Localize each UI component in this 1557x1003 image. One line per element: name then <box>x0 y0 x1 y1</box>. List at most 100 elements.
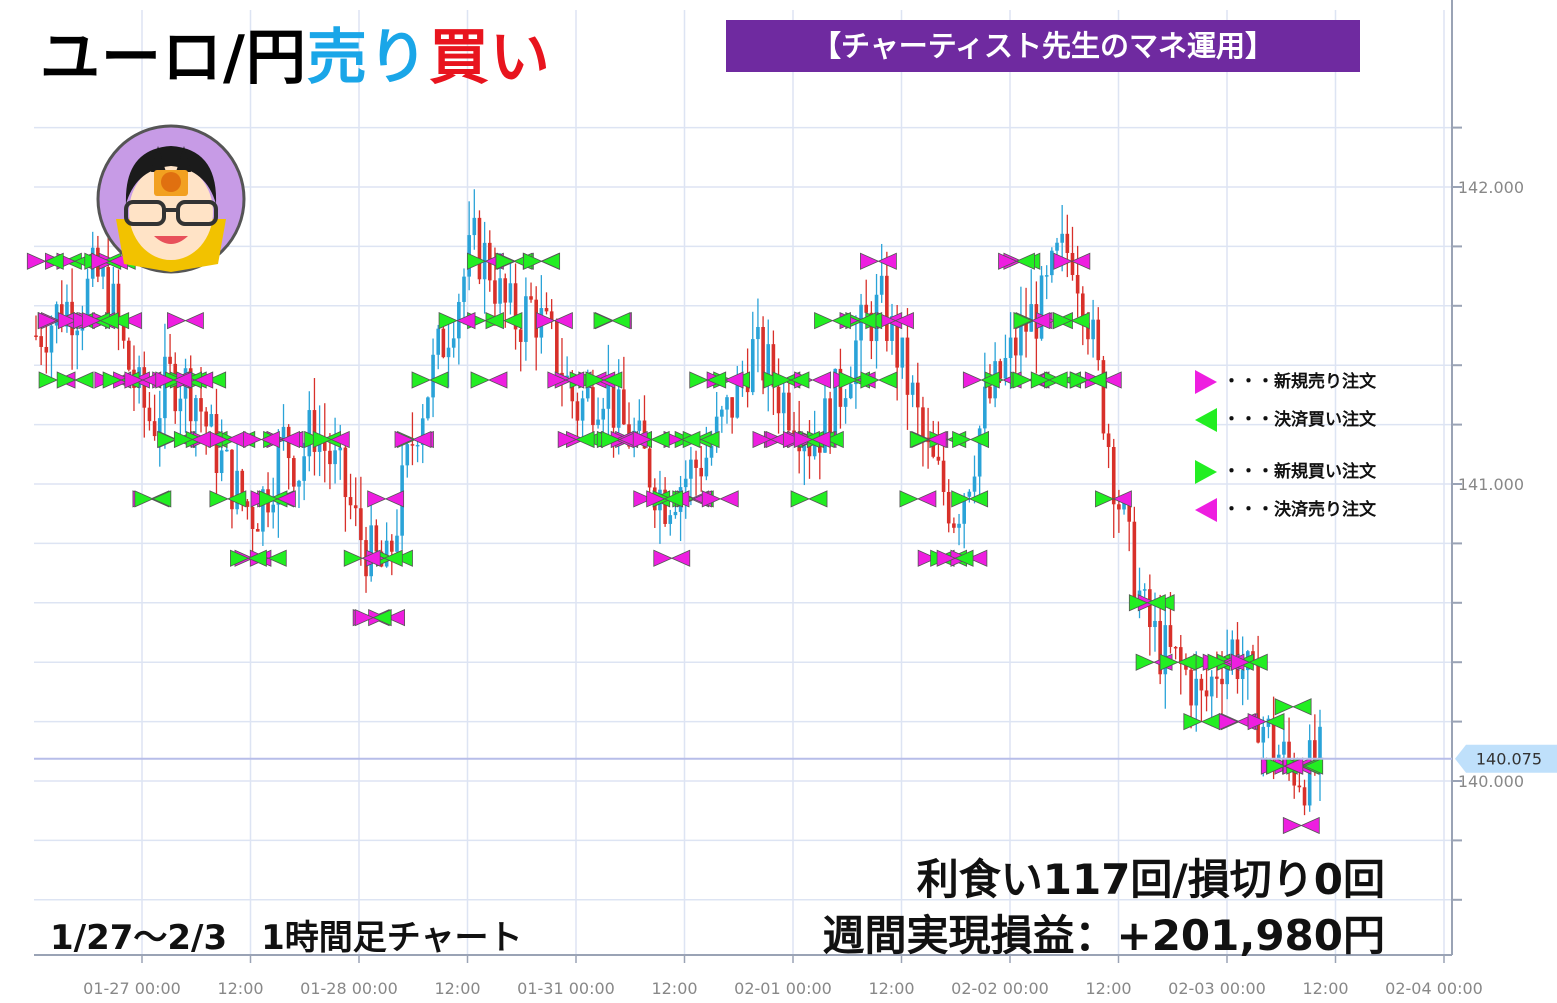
candle-body <box>1282 741 1286 755</box>
candle-body <box>1013 337 1018 356</box>
candle-body <box>1158 620 1162 675</box>
candle-body <box>224 449 229 452</box>
order-marker <box>653 549 673 567</box>
order-marker <box>1183 712 1203 731</box>
candle-body <box>1075 274 1080 294</box>
order-marker <box>706 371 727 389</box>
current-price-tag <box>1455 744 1557 773</box>
order-marker <box>1159 653 1180 671</box>
x-tick-label: 01-31 00:00 <box>517 979 615 998</box>
candle-body <box>529 296 533 300</box>
order-marker <box>1274 698 1295 716</box>
order-marker <box>646 490 666 508</box>
candle-body <box>446 347 451 358</box>
banner-label: 【チャーティスト先生のマネ運用】 <box>726 20 1360 72</box>
order-marker <box>952 430 972 449</box>
order-marker <box>167 312 187 330</box>
order-marker <box>1030 312 1051 330</box>
candle-body <box>472 217 477 236</box>
candle-body <box>152 421 157 437</box>
y-tick-label: 141.000 <box>1458 475 1524 494</box>
candle-body <box>1080 293 1085 324</box>
candle-body <box>1127 501 1132 522</box>
candle-body <box>1271 718 1276 760</box>
order-marker <box>790 490 811 508</box>
order-marker <box>488 371 508 389</box>
candle-body <box>616 389 621 428</box>
candle-body <box>570 375 575 402</box>
candle-body <box>395 535 399 552</box>
candle-body <box>1122 501 1126 510</box>
order-marker <box>1069 371 1090 389</box>
order-marker <box>109 312 130 330</box>
candle-body <box>493 280 497 304</box>
candle-body <box>219 450 224 474</box>
order-marker <box>1266 757 1286 775</box>
order-marker <box>38 371 59 389</box>
candle-body <box>1240 670 1245 680</box>
order-marker <box>980 371 1000 389</box>
x-tick-label: 12:00 <box>217 979 263 998</box>
order-marker <box>772 371 792 389</box>
candle-body <box>235 470 239 510</box>
candle-body <box>1313 740 1317 767</box>
candle-body <box>1148 589 1152 628</box>
order-marker <box>495 252 515 270</box>
order-marker <box>1283 757 1304 775</box>
order-marker <box>191 430 211 449</box>
candle-body <box>359 508 363 541</box>
order-marker <box>670 549 691 567</box>
order-marker <box>601 430 621 449</box>
order-marker <box>91 252 111 270</box>
order-marker <box>1248 653 1268 671</box>
candle-body <box>771 344 776 387</box>
order-marker <box>1053 252 1073 270</box>
candle-body <box>384 540 389 567</box>
candle-body <box>75 330 80 336</box>
candle-body <box>998 361 1003 379</box>
candle-body <box>121 323 126 341</box>
candle-body <box>704 457 709 477</box>
candle-body <box>436 328 441 355</box>
order-marker <box>230 549 250 567</box>
candle-body <box>761 326 765 381</box>
candle-body <box>1318 726 1322 767</box>
order-marker <box>860 371 880 389</box>
candle-body <box>776 386 781 414</box>
candle-body <box>735 377 740 418</box>
candle-body <box>750 339 755 393</box>
order-marker <box>124 371 144 389</box>
order-marker <box>547 371 567 389</box>
order-marker <box>1218 712 1239 731</box>
candle-body <box>34 335 38 337</box>
x-tick-label: 02-01 00:00 <box>734 979 832 998</box>
triangle-left-icon <box>1195 408 1217 432</box>
order-marker <box>663 490 684 508</box>
order-marker <box>936 549 957 567</box>
triangle-right-icon <box>1195 460 1217 484</box>
order-marker <box>122 312 142 330</box>
candle-body <box>111 283 116 318</box>
legend-new-buy: ・・・新規買い注文 <box>1193 457 1413 487</box>
order-marker <box>808 490 828 508</box>
candle-body <box>353 505 358 509</box>
order-marker <box>151 490 172 508</box>
candle-body <box>420 418 425 445</box>
order-marker <box>1300 816 1320 835</box>
candle-body <box>240 470 245 502</box>
candle-body <box>209 414 214 427</box>
candle-body <box>1142 589 1147 591</box>
candle-body <box>900 337 905 368</box>
legend-close-buy: ・・・決済買い注文 <box>1193 405 1413 435</box>
candle-body <box>524 296 528 342</box>
order-marker <box>429 371 449 389</box>
candle-body <box>555 320 559 373</box>
order-marker <box>1128 594 1149 612</box>
order-marker <box>1247 712 1268 731</box>
order-marker <box>700 430 720 449</box>
order-marker <box>384 490 405 508</box>
trade-count: 利食い117回/損切り0回 <box>916 855 1385 904</box>
order-marker <box>719 490 739 508</box>
candle-body <box>405 444 410 466</box>
